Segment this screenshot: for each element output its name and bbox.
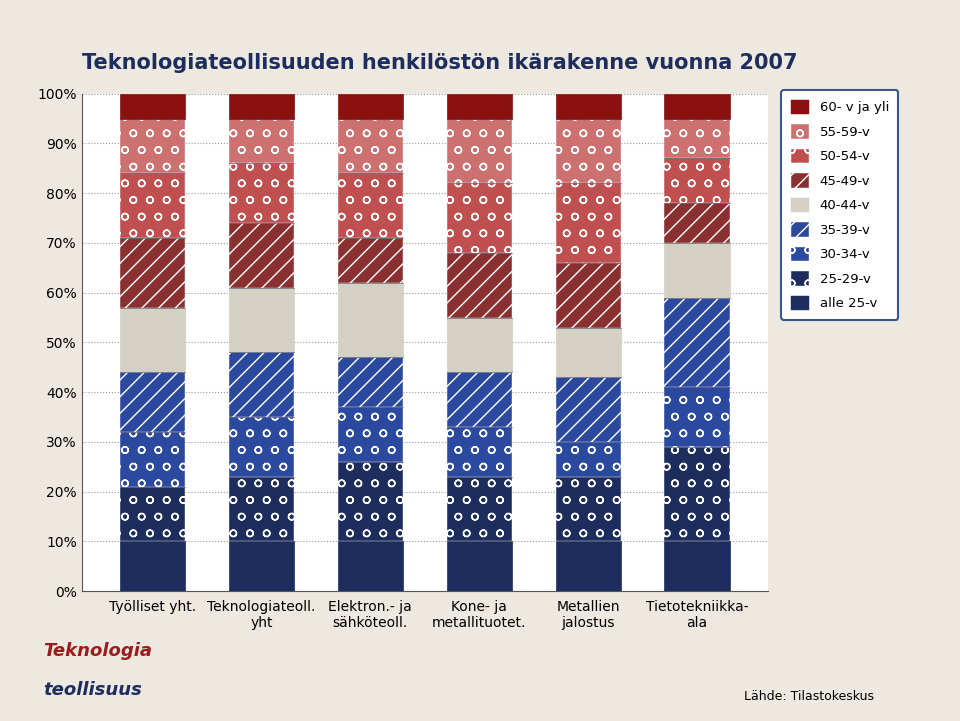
Bar — [446, 477, 512, 541]
Bar — [556, 118, 621, 183]
Bar — [556, 327, 621, 377]
Bar — [120, 432, 185, 487]
Bar — [228, 417, 294, 477]
Bar — [120, 372, 185, 432]
Legend: 60- v ja yli, 55-59-v, 50-54-v, 45-49-v, 40-44-v, 35-39-v, 30-34-v, 25-29-v, all: 60- v ja yli, 55-59-v, 50-54-v, 45-49-v,… — [781, 90, 899, 319]
Bar — [120, 541, 185, 591]
Bar — [338, 541, 403, 591]
Bar — [338, 94, 403, 118]
Bar — [120, 94, 185, 118]
Bar — [664, 118, 730, 159]
Bar — [120, 487, 185, 541]
Bar — [556, 377, 621, 442]
Bar — [556, 263, 621, 327]
Bar — [338, 283, 403, 358]
Bar — [338, 173, 403, 238]
Bar — [446, 118, 512, 183]
Bar — [446, 94, 512, 118]
Bar — [338, 462, 403, 541]
Bar — [338, 358, 403, 407]
Bar — [446, 253, 512, 317]
Bar — [556, 94, 621, 118]
Bar — [664, 447, 730, 541]
Bar — [228, 541, 294, 591]
Bar — [338, 407, 403, 462]
Bar — [664, 298, 730, 387]
Bar — [120, 118, 185, 173]
Bar — [228, 477, 294, 541]
Bar — [664, 541, 730, 591]
Bar — [556, 477, 621, 541]
Bar — [664, 387, 730, 447]
Bar — [228, 94, 294, 118]
Bar — [446, 427, 512, 477]
Bar — [338, 118, 403, 173]
Bar — [228, 118, 294, 164]
Bar — [446, 372, 512, 427]
Bar — [228, 353, 294, 417]
Bar — [120, 173, 185, 238]
Text: Teknologia: Teknologia — [43, 642, 153, 660]
Bar — [664, 94, 730, 118]
Bar — [120, 238, 185, 308]
Text: teollisuus: teollisuus — [43, 681, 142, 699]
Bar — [446, 317, 512, 372]
Bar — [446, 183, 512, 253]
Bar — [556, 442, 621, 477]
Bar — [556, 183, 621, 263]
Bar — [120, 308, 185, 372]
Bar — [228, 223, 294, 288]
Bar — [664, 159, 730, 203]
Bar — [228, 164, 294, 223]
Bar — [664, 243, 730, 298]
Bar — [446, 541, 512, 591]
Bar — [228, 288, 294, 353]
Text: Teknologiateollisuuden henkilöstön ikärakenne vuonna 2007: Teknologiateollisuuden henkilöstön ikära… — [82, 53, 797, 73]
Bar — [556, 541, 621, 591]
Bar — [338, 238, 403, 283]
Text: Lähde: Tilastokeskus: Lähde: Tilastokeskus — [744, 690, 874, 703]
Bar — [664, 203, 730, 243]
